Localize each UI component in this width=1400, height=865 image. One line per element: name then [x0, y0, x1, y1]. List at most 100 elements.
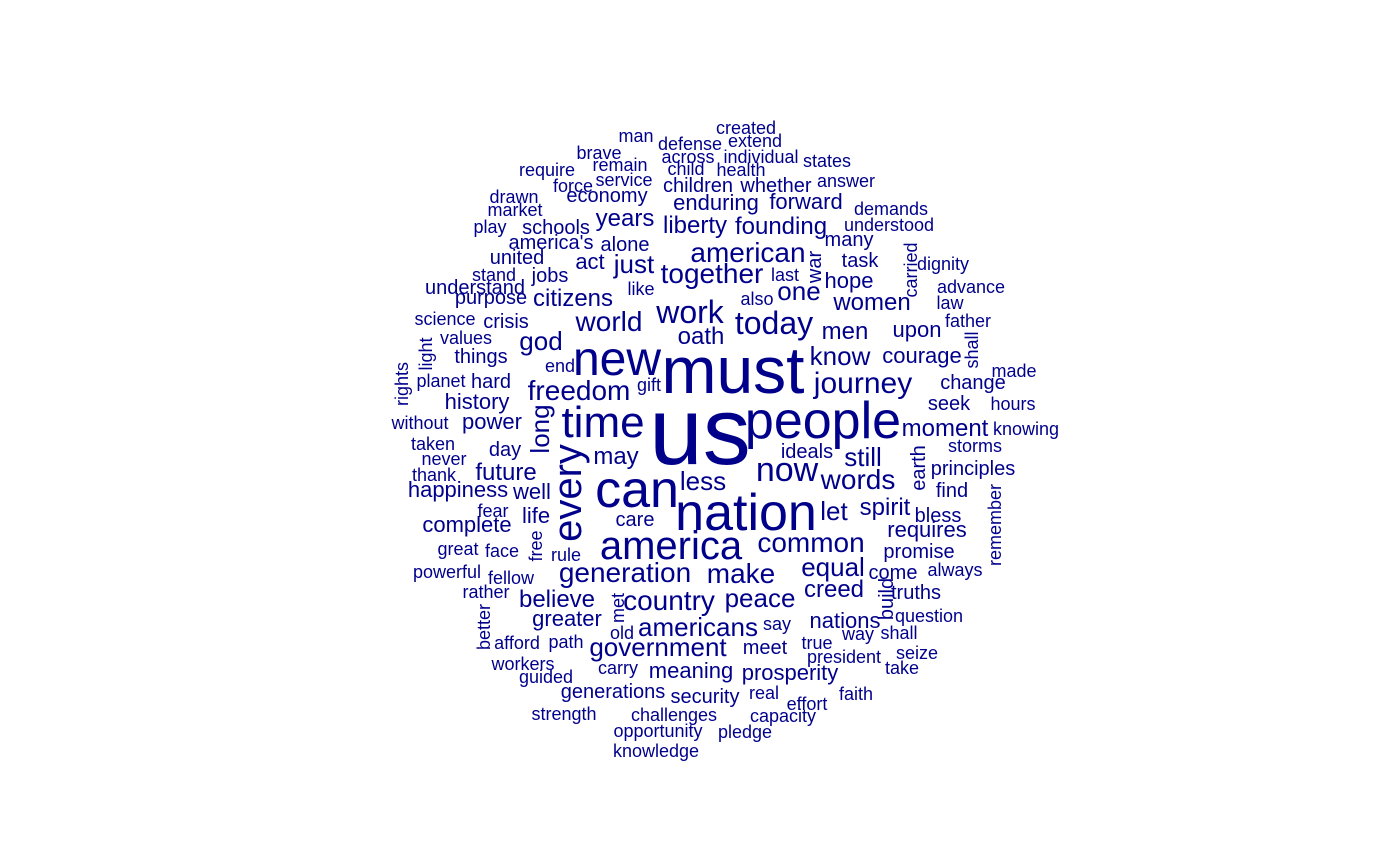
- word-well: well: [513, 479, 551, 504]
- word-met: met: [608, 592, 628, 624]
- word-citizens: citizens: [532, 285, 614, 312]
- word-men: men: [821, 318, 869, 345]
- word-whether: whether: [740, 175, 812, 197]
- word-guided: guided: [518, 667, 574, 687]
- word-world: world: [575, 306, 643, 337]
- word-earth: earth: [908, 445, 930, 491]
- word-capacity: capacity: [749, 706, 817, 726]
- word-pledge: pledge: [717, 722, 773, 742]
- word-bless: bless: [914, 505, 962, 527]
- word-forward: forward: [769, 189, 843, 214]
- word-journey: journey: [813, 367, 913, 400]
- word-greater: greater: [532, 606, 602, 631]
- word-father: father: [944, 311, 992, 331]
- word-advance: advance: [936, 277, 1006, 297]
- word-now: now: [755, 451, 819, 489]
- word-meet: meet: [742, 637, 788, 659]
- word-nation: nation: [675, 484, 817, 542]
- word-ideals: ideals: [780, 441, 834, 463]
- word-change: change: [940, 372, 1006, 394]
- word-principles: principles: [930, 458, 1016, 480]
- word-new: new: [572, 333, 662, 386]
- word-stand: stand: [471, 265, 517, 285]
- word-day: day: [488, 439, 522, 461]
- word-fellow: fellow: [487, 568, 535, 588]
- word-always: always: [927, 560, 983, 580]
- word-let: let: [820, 496, 848, 526]
- word-rule: rule: [550, 545, 582, 565]
- word-child: child: [667, 159, 705, 179]
- word-remain: remain: [592, 155, 648, 175]
- word-equal: equal: [801, 552, 865, 582]
- word-believe: believe: [518, 586, 596, 613]
- word-future: future: [475, 459, 537, 486]
- word-task: task: [841, 250, 879, 272]
- word-meaning: meaning: [648, 658, 734, 683]
- word-question: question: [894, 606, 964, 626]
- word-play: play: [473, 217, 507, 237]
- word-taken: taken: [410, 434, 456, 454]
- word-understand: understand: [424, 277, 526, 299]
- word-today: today: [734, 305, 814, 341]
- word-created: created: [715, 118, 777, 138]
- word-defense: defense: [657, 134, 723, 154]
- word-words: words: [820, 464, 896, 495]
- word-creed: creed: [803, 576, 865, 603]
- word-security: security: [670, 686, 740, 708]
- word-happiness: happiness: [407, 477, 509, 502]
- word-moment: moment: [901, 415, 989, 442]
- word-never: never: [421, 449, 467, 469]
- word-life: life: [521, 503, 551, 528]
- word-government: government: [589, 632, 727, 662]
- word-children: children: [662, 175, 734, 197]
- word-work: work: [656, 294, 724, 330]
- word-hope: hope: [824, 268, 874, 293]
- word-common: common: [757, 527, 865, 558]
- word-thank: thank: [411, 465, 457, 485]
- word-way: way: [841, 624, 875, 644]
- word-hours: hours: [990, 394, 1036, 414]
- word-prosperity: prosperity: [741, 660, 839, 685]
- word-just: just: [613, 249, 655, 279]
- word-economy: economy: [566, 185, 648, 207]
- word-understood: understood: [843, 215, 935, 235]
- word-real: real: [748, 683, 780, 703]
- word-demands: demands: [853, 199, 929, 219]
- word-face: face: [484, 541, 520, 561]
- word-long: long: [525, 404, 555, 454]
- word-rather: rather: [462, 582, 510, 602]
- word-rights: rights: [392, 361, 412, 407]
- word-health: health: [716, 160, 766, 180]
- word-jobs: jobs: [531, 265, 569, 287]
- word-country: country: [623, 585, 715, 616]
- word-act: act: [575, 249, 605, 274]
- word-man: man: [618, 126, 654, 146]
- word-one: one: [777, 276, 821, 306]
- word-faith: faith: [838, 684, 874, 704]
- word-seize: seize: [895, 643, 939, 663]
- word-fear: fear: [477, 501, 509, 521]
- word-science: science: [414, 309, 476, 329]
- word-oath: oath: [677, 323, 725, 350]
- word-made: made: [991, 361, 1037, 381]
- word-freedom: freedom: [527, 375, 631, 406]
- word-old: old: [609, 623, 635, 643]
- word-extend: extend: [727, 131, 783, 151]
- word-end: end: [544, 356, 576, 376]
- word-brave: brave: [576, 143, 622, 163]
- word-also: also: [740, 289, 774, 309]
- word-shall: shall: [880, 623, 918, 643]
- word-light: light: [416, 337, 436, 371]
- word-american: american: [690, 237, 806, 268]
- word-individual: individual: [723, 147, 799, 167]
- word-power: power: [462, 409, 522, 434]
- word-afford: afford: [494, 633, 540, 653]
- word-hard: hard: [470, 371, 512, 393]
- word-opportunity: opportunity: [613, 721, 703, 741]
- word-care: care: [615, 509, 655, 531]
- word-require: require: [518, 160, 576, 180]
- word-liberty: liberty: [662, 212, 728, 239]
- word-knowing: knowing: [992, 419, 1060, 439]
- word-may: may: [593, 443, 639, 470]
- word-take: take: [884, 658, 920, 678]
